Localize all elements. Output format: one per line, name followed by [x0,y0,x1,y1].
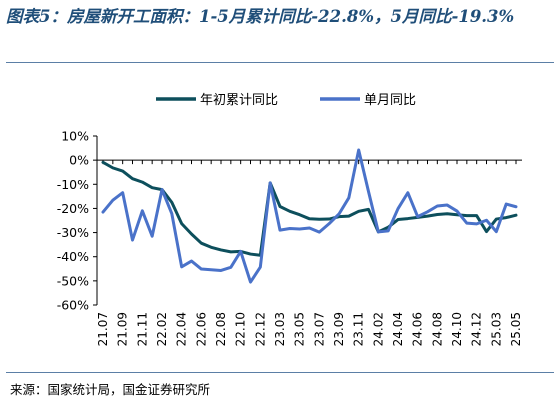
legend: 年初累计同比 单月同比 [156,93,416,108]
x-tick-label: 23.07 [312,312,326,346]
x-tick-label: 24.10 [450,312,464,346]
x-tick-label: 23.11 [352,312,366,346]
x-tick-label: 22.10 [234,312,248,346]
x-tick-label: 22.02 [155,312,169,346]
y-tick-label: 0% [69,153,89,168]
y-tick-label: -60% [57,298,89,313]
series-line-monthly [101,148,518,284]
x-tick-label: 24.02 [371,312,385,346]
x-tick-label: 22.06 [194,312,208,346]
chart-title: 图表5：房屋新开工面积：1-5月累计同比-22.8%，5月同比-19.3% [6,7,515,26]
x-tick-label: 23.05 [293,312,307,346]
x-tick-label: 22.08 [214,312,228,346]
x-tick-label: 25.05 [509,312,523,346]
legend-label-monthly: 单月同比 [364,93,416,108]
x-tick-label: 25.03 [489,312,503,346]
legend-label-cumulative: 年初累计同比 [200,93,278,108]
x-tick-label: 24.06 [411,312,425,346]
top-divider [6,62,554,63]
x-tick-label: 21.09 [116,312,130,346]
x-tick-label: 23.09 [332,312,346,346]
y-tick-label: -30% [57,225,89,240]
x-tick-label: 24.08 [430,312,444,346]
x-tick-label: 22.04 [175,312,189,346]
x-tick-label: 21.11 [135,312,149,346]
x-tick-label: 24.12 [470,312,484,346]
y-tick-label: -40% [57,249,89,264]
y-tick-label: 10% [61,129,89,144]
source-note: 来源：国家统计局，国金证券研究所 [10,382,211,397]
bottom-divider [6,372,554,373]
y-tick-label: -20% [57,201,89,216]
y-tick-label: -50% [57,273,89,288]
axes: 10% 0% -10% -20% -30% -40% -50% -60% 21.07 21.09 2… [57,129,523,347]
x-tick-label: 23.03 [273,312,287,346]
x-tick-label: 22.12 [253,312,267,346]
x-tick-label: 21.07 [96,312,110,346]
data-series [101,148,518,284]
series-line-cumulative [101,160,518,257]
x-tick-label: 24.04 [391,312,405,346]
y-tick-label: -10% [57,177,89,192]
